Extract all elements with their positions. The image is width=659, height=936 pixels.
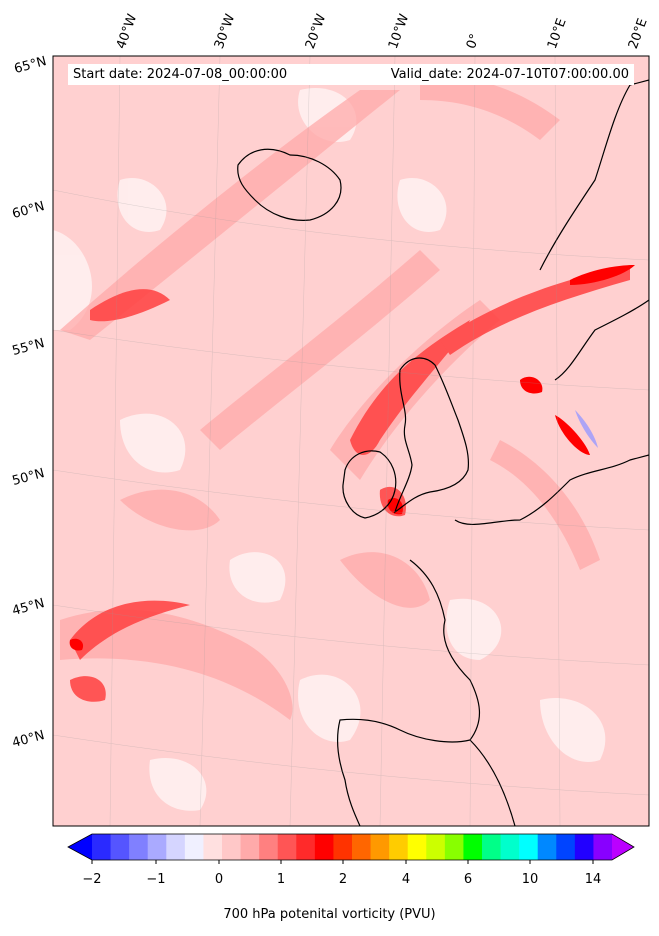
cbar-color-bin <box>259 834 279 860</box>
cbar-color-bin <box>147 834 167 860</box>
cbar-color-bin <box>426 834 446 860</box>
cbar-color-bin <box>222 834 242 860</box>
colorbar <box>67 833 635 864</box>
cbar-tick-label: 0 <box>214 872 224 887</box>
cbar-color-bin <box>166 834 186 860</box>
cbar-color-bin <box>593 834 613 860</box>
max-pv-features <box>69 265 635 651</box>
map-info-box: Start date: 2024-07-08_00:00:00 Valid_da… <box>68 64 634 85</box>
cbar-tick-label: 1 <box>276 872 286 887</box>
start-date-label: Start date: 2024-07-08_00:00:00 <box>73 67 288 82</box>
cbar-color-bin <box>184 834 204 860</box>
valid-date-label: Valid_date: 2024-07-10T07:00:00.00 <box>390 67 629 82</box>
cbar-color-bin <box>314 834 334 860</box>
cbar-extend-max <box>612 834 634 860</box>
cbar-color-bin <box>519 834 539 860</box>
coastlines <box>237 79 649 826</box>
cbar-tick-label: −2 <box>82 872 102 887</box>
cbar-tick-label: 10 <box>521 872 539 887</box>
cbar-color-bin <box>463 834 483 860</box>
cbar-tick-label: 6 <box>463 872 473 887</box>
cbar-tick-label: 4 <box>401 872 411 887</box>
cbar-color-bin <box>482 834 502 860</box>
colorbar-title: 700 hPa potenital vorticity (PVU) <box>223 907 436 922</box>
cbar-color-bin <box>370 834 390 860</box>
negative-pv-features <box>575 410 598 448</box>
cbar-color-bin <box>444 834 464 860</box>
pv-field <box>53 56 649 826</box>
map-frame <box>52 55 650 827</box>
high-pv-features <box>70 265 630 702</box>
cbar-color-bin <box>574 834 594 860</box>
cbar-extend-min <box>68 834 92 860</box>
cbar-tick-label: 2 <box>338 872 348 887</box>
cbar-color-bin <box>296 834 316 860</box>
cbar-color-bin <box>110 834 130 860</box>
cbar-color-bin <box>352 834 372 860</box>
cbar-color-bin <box>203 834 223 860</box>
cbar-color-bin <box>277 834 297 860</box>
cbar-tick-label: −1 <box>146 872 166 887</box>
cbar-color-bin <box>500 834 520 860</box>
cbar-color-bin <box>92 834 112 860</box>
cbar-color-bin <box>537 834 557 860</box>
cbar-color-bin <box>389 834 409 860</box>
cbar-color-bin <box>407 834 427 860</box>
cbar-color-bin <box>556 834 576 860</box>
cbar-color-bin <box>129 834 149 860</box>
cbar-color-bin <box>333 834 353 860</box>
cbar-color-bin <box>240 834 260 860</box>
graticule <box>53 56 649 826</box>
cbar-tick-label: 14 <box>584 872 602 887</box>
